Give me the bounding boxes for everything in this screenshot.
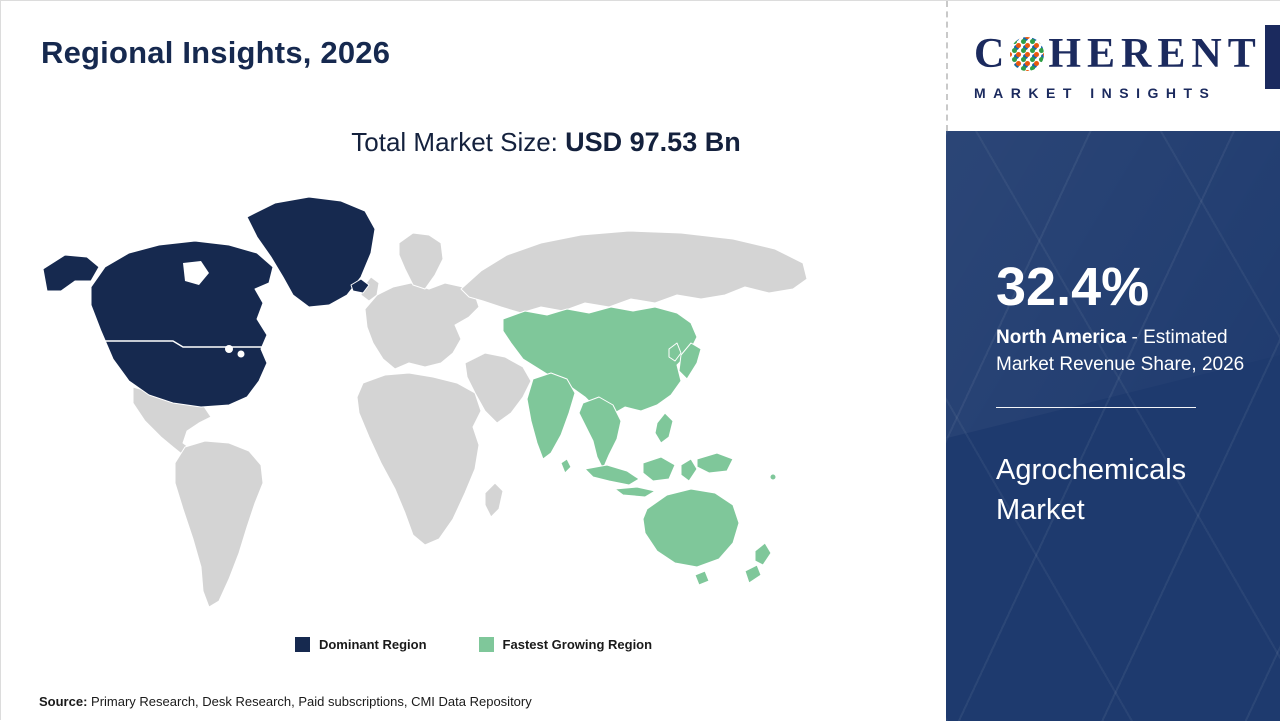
map-india xyxy=(526,372,576,460)
map-middle-east xyxy=(464,352,532,424)
share-description-rest: - Estimated Market Revenue Share, 2026 xyxy=(996,326,1245,376)
share-value: 32.4% xyxy=(996,257,1150,317)
map-indochina xyxy=(578,396,622,470)
map-south-america xyxy=(174,440,264,608)
map-europe xyxy=(364,282,480,370)
main-panel: Regional Insights, 2026 Total Market Siz… xyxy=(1,1,946,721)
map-madagascar xyxy=(484,482,504,518)
map-sri-lanka xyxy=(560,458,572,474)
logo-letters-herent: HERENT xyxy=(1048,31,1262,77)
logo-letter-c: C xyxy=(974,31,1011,77)
map-japan xyxy=(678,342,702,380)
map-canada-usa xyxy=(90,240,274,408)
market-size-label: Total Market Size: xyxy=(351,127,566,157)
map-alaska xyxy=(42,254,100,292)
page-title: Regional Insights, 2026 xyxy=(41,35,391,70)
dominant-region-swatch xyxy=(294,637,310,652)
map-philippines xyxy=(654,412,674,444)
source-text: Primary Research, Desk Research, Paid su… xyxy=(91,694,532,709)
map-korea xyxy=(668,342,682,362)
map-hudson-bay xyxy=(183,261,209,285)
map-region-asia-pacific xyxy=(502,306,777,586)
logo-subtitle: MARKET INSIGHTS xyxy=(974,85,1217,101)
logo-wordmark: C HERENT xyxy=(974,25,1280,89)
map-borneo xyxy=(642,456,676,482)
map-uk xyxy=(360,276,380,302)
map-new-zealand-south xyxy=(744,564,762,584)
map-region-north-america xyxy=(42,196,376,408)
fastest-growing-region-label: Fastest Growing Region xyxy=(502,637,653,652)
market-size-value: USD 97.53 Bn xyxy=(565,127,741,157)
dominant-region-label: Dominant Region xyxy=(318,637,427,652)
world-map xyxy=(33,191,813,611)
source-label: Source: xyxy=(39,694,88,709)
source-note: Source: Primary Research, Desk Research,… xyxy=(39,694,532,709)
market-name: Agrochemicals Market xyxy=(996,453,1187,527)
world-map-svg xyxy=(42,196,808,608)
market-size-subtitle: Total Market Size: USD 97.53 Bn xyxy=(146,127,946,158)
map-legend: Dominant Region Fastest Growing Region xyxy=(1,637,946,652)
brand-logo: C HERENT MARKET INSIGHTS xyxy=(946,1,1280,131)
map-russia-north-asia xyxy=(460,230,808,314)
map-scandinavia xyxy=(398,232,444,290)
map-australia xyxy=(642,488,740,568)
map-great-lake xyxy=(237,350,245,358)
map-tasmania xyxy=(694,570,710,586)
legend-item-dominant: Dominant Region xyxy=(294,637,427,652)
map-new-zealand-north xyxy=(754,542,772,566)
legend-item-fastest-growing: Fastest Growing Region xyxy=(478,637,653,652)
share-description: North America - Estimated Market Revenue… xyxy=(996,324,1261,379)
map-region-rest-of-world xyxy=(132,230,808,608)
map-sumatra xyxy=(584,464,640,486)
map-great-lake xyxy=(225,345,233,353)
map-africa xyxy=(356,372,482,546)
map-java xyxy=(614,486,656,498)
logo-accent-bar xyxy=(1265,25,1280,89)
map-iceland xyxy=(350,278,370,294)
map-sulawesi xyxy=(680,458,698,482)
map-new-guinea xyxy=(696,452,734,474)
map-usa-canada-border xyxy=(95,340,263,348)
share-region: North America xyxy=(996,326,1127,348)
sidebar: 32.4% North America - Estimated Market R… xyxy=(946,131,1280,721)
fastest-growing-region-swatch xyxy=(478,637,494,652)
map-fiji xyxy=(769,473,777,481)
sidebar-divider xyxy=(996,406,1196,408)
globe-icon xyxy=(1010,37,1045,71)
